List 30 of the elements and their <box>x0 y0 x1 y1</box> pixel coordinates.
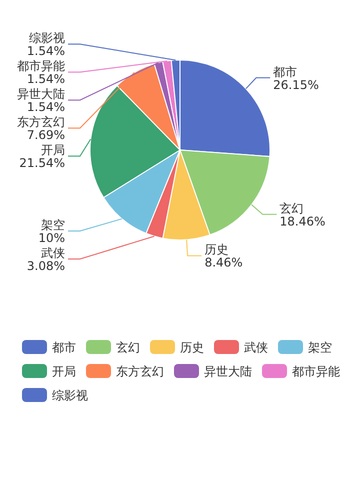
slice-label: 历史 <box>204 242 229 257</box>
data-label: 1.54% <box>26 72 65 86</box>
legend-label: 综影视 <box>52 388 88 402</box>
slice-label: 异世大陆 <box>17 87 65 102</box>
slice-label: 武侠 <box>41 246 65 260</box>
legend-label: 开局 <box>52 364 76 378</box>
slice-label: 东方玄幻 <box>17 115 65 130</box>
slice-label: 综影视 <box>29 31 65 46</box>
legend-label: 历史 <box>180 340 204 354</box>
slice-label: 都市 <box>273 64 298 79</box>
slice-label: 都市异能 <box>17 59 65 74</box>
data-label: 7.69% <box>26 128 65 142</box>
data-label: 21.54% <box>19 156 65 170</box>
legend-label: 玄幻 <box>116 340 140 354</box>
legend-label: 架空 <box>308 340 332 354</box>
legend-label: 都市 <box>52 340 76 354</box>
data-label: 3.08% <box>26 259 65 274</box>
data-label: 10% <box>38 231 65 246</box>
slice-label: 架空 <box>41 218 65 232</box>
data-label: 1.54% <box>26 44 65 58</box>
data-label: 26.15% <box>273 78 319 92</box>
data-label: 18.46% <box>280 214 326 228</box>
legend-label: 异世大陆 <box>204 364 252 378</box>
slice-label: 开局 <box>41 143 65 158</box>
legend-label: 东方玄幻 <box>116 364 164 378</box>
slice-label: 玄幻 <box>280 201 304 216</box>
legend-label: 都市异能 <box>292 364 340 378</box>
data-label: 8.46% <box>204 256 243 270</box>
legend-label: 武侠 <box>244 340 268 354</box>
data-label: 1.54% <box>26 100 65 114</box>
